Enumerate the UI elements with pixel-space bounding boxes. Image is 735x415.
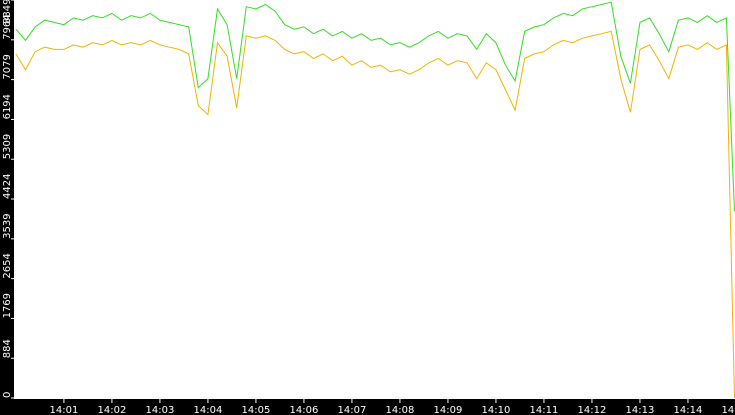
x-tick-label: 14:03 xyxy=(146,405,175,415)
y-tick-label: 884 xyxy=(2,339,13,358)
x-tick-label: 14:01 xyxy=(50,405,79,415)
y-tick-label: 5309 xyxy=(2,134,13,159)
y-tick-label: 1769 xyxy=(2,293,13,318)
x-tick-label: 14:06 xyxy=(290,405,319,415)
x-tick-label: 14:02 xyxy=(98,405,127,415)
series-line xyxy=(15,1,735,212)
series-line xyxy=(15,30,735,399)
x-tick-label: 14:10 xyxy=(482,405,511,415)
y-tick-label: 3539 xyxy=(2,213,13,238)
x-tick-label: 14:07 xyxy=(338,405,367,415)
x-tick-label: 14:14 xyxy=(674,405,703,415)
x-tick-label: 14:05 xyxy=(242,405,271,415)
x-tick-label: 14:15 xyxy=(722,405,735,415)
y-tick-label: 8849 xyxy=(2,0,13,24)
y-tick-label: 6194 xyxy=(2,94,13,119)
x-tick-label: 14:04 xyxy=(194,405,223,415)
plot-area xyxy=(14,0,735,399)
x-tick-label: 14:13 xyxy=(626,405,655,415)
x-tick-label: 14:08 xyxy=(386,405,415,415)
x-tick-label: 14:12 xyxy=(578,405,607,415)
y-tick-label: 2654 xyxy=(2,253,13,278)
y-tick-label: 7079 xyxy=(2,54,13,79)
x-tick-label: 14:09 xyxy=(434,405,463,415)
x-tick-label: 14:11 xyxy=(530,405,559,415)
y-tick-label: 4424 xyxy=(2,174,13,199)
y-tick-label: 7964 xyxy=(2,14,13,39)
y-tick-label: 0 xyxy=(2,392,13,398)
